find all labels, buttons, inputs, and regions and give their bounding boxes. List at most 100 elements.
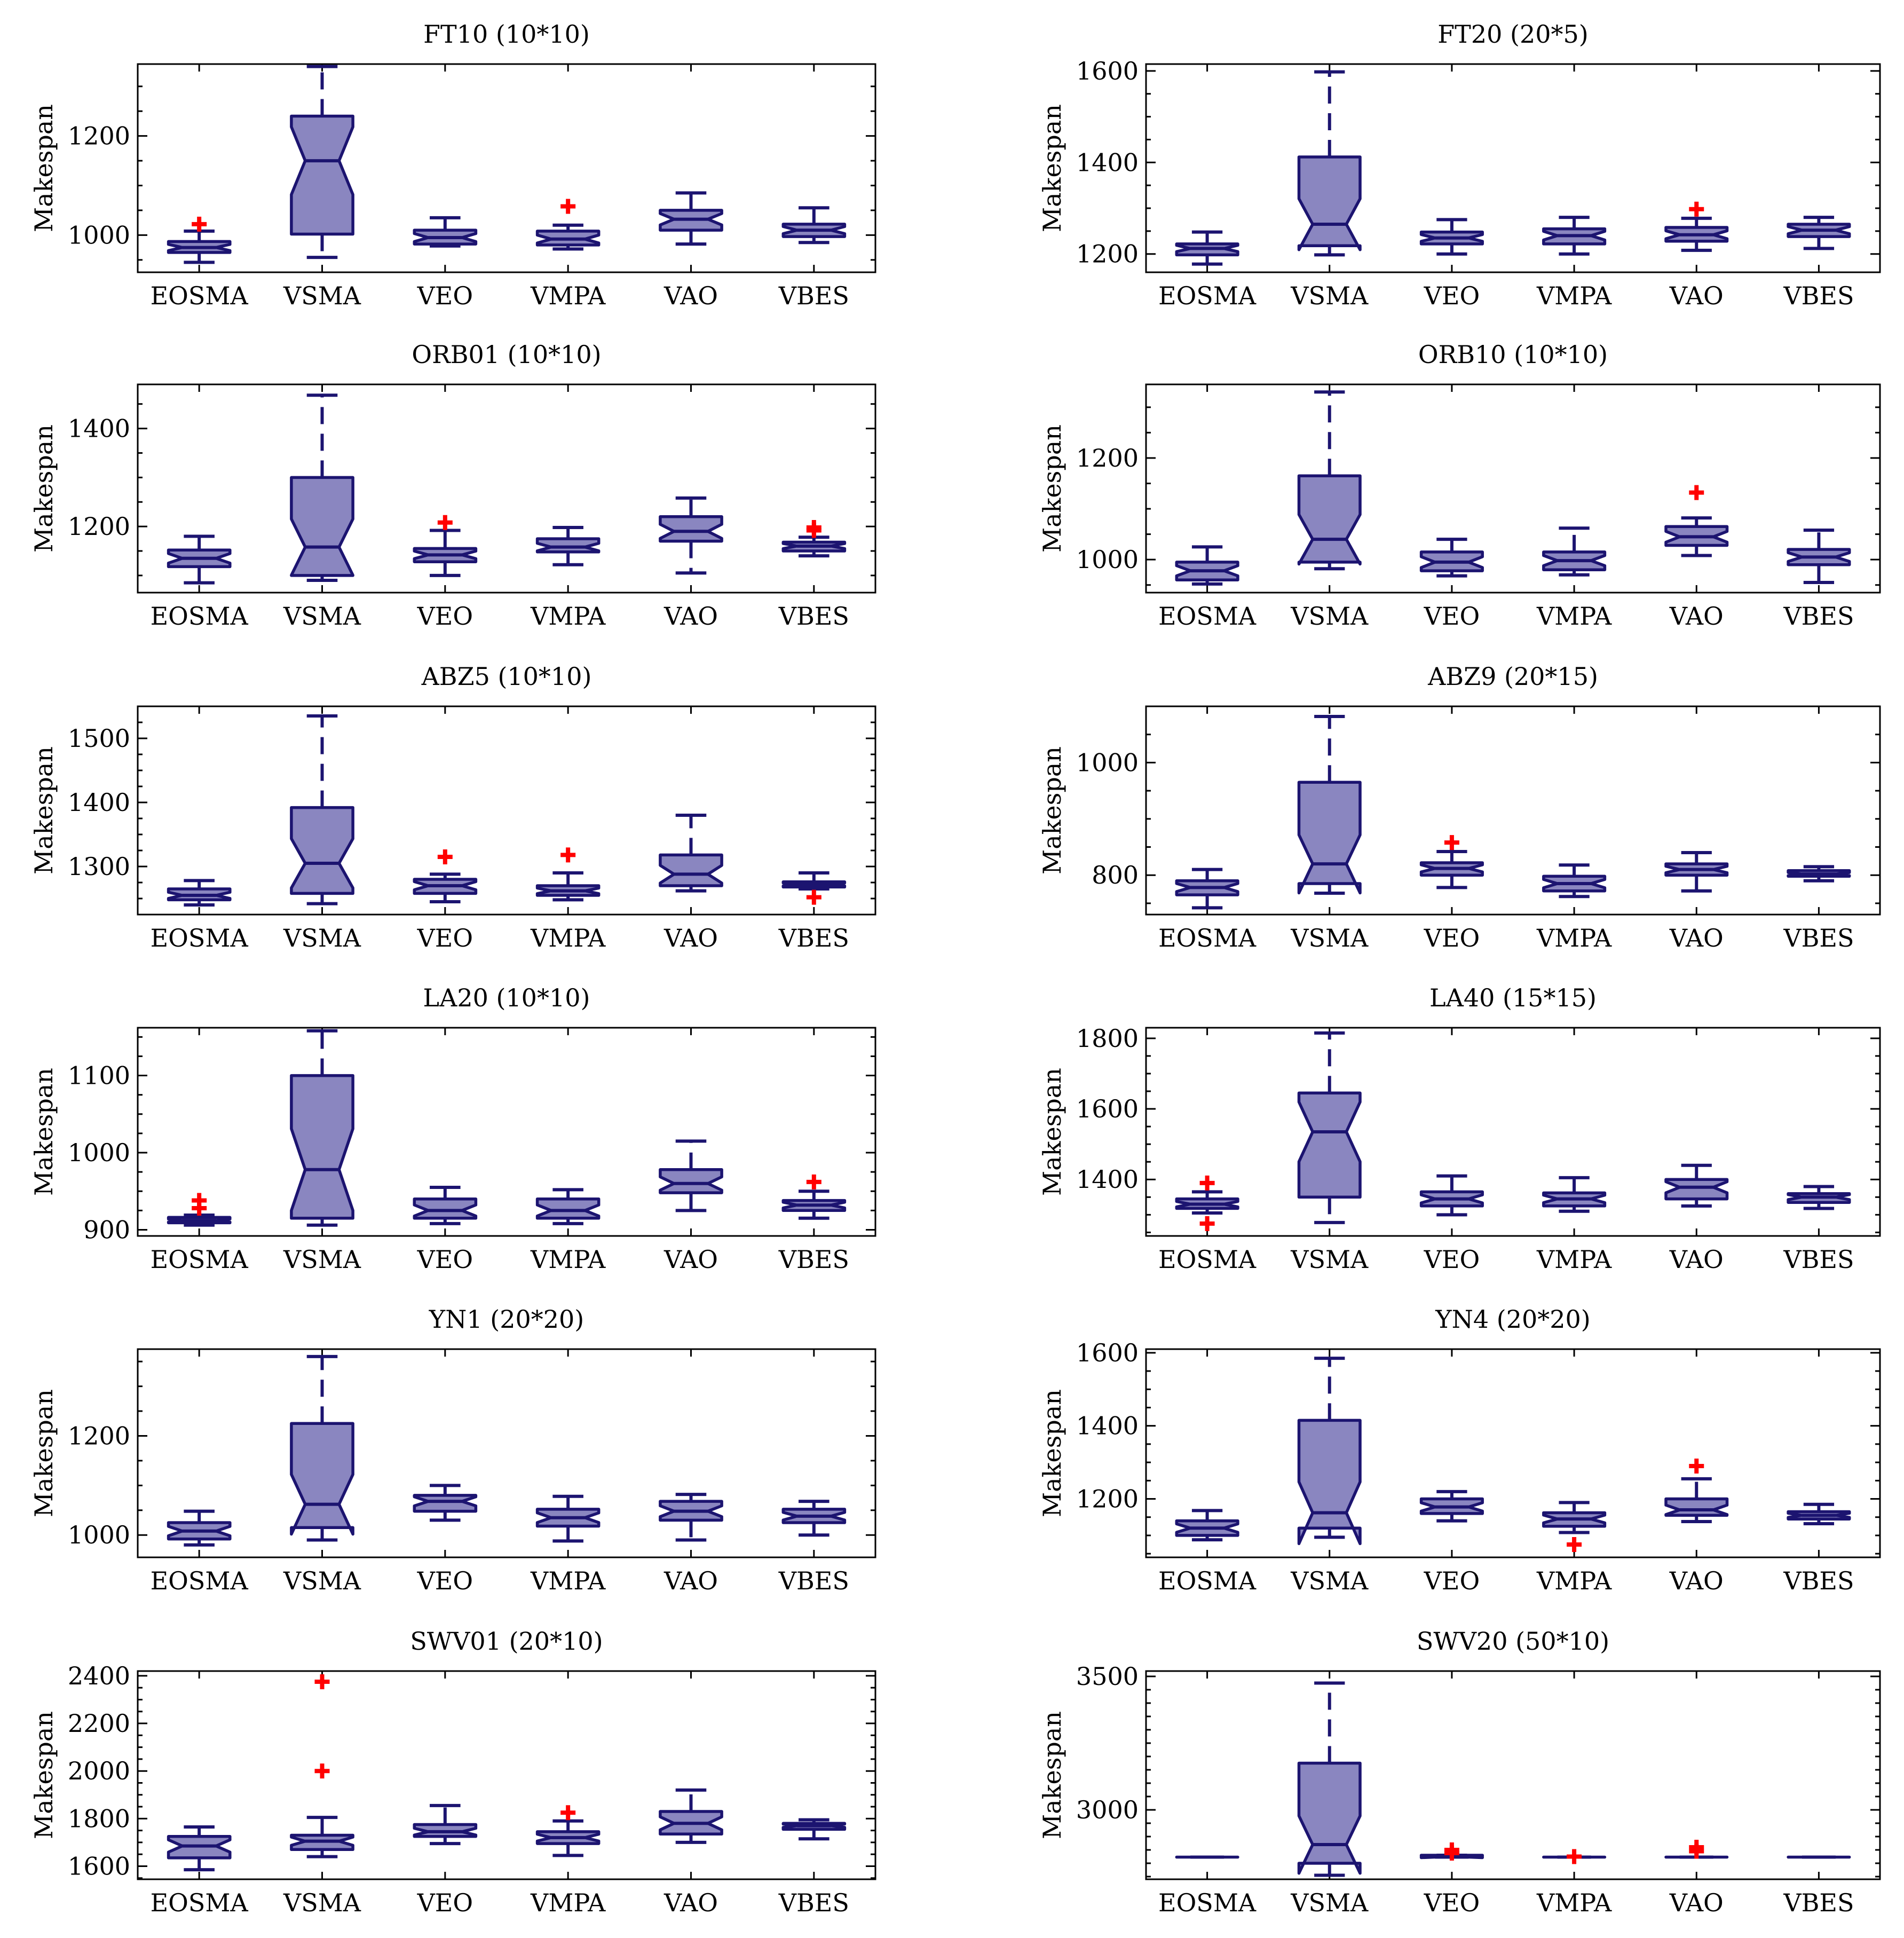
x-tick-label: VEO <box>417 1245 473 1274</box>
axes-frame <box>137 1670 876 1880</box>
x-tick-label: VMPA <box>1536 1566 1612 1595</box>
outlier-marker <box>560 1805 576 1821</box>
y-tick-label: 1600 <box>68 1852 130 1880</box>
y-axis-label: Makespan <box>29 1389 58 1517</box>
panel-title: FT10 (10*10) <box>423 20 590 49</box>
box-body <box>1297 781 1362 895</box>
y-tick-label: 1200 <box>1076 444 1139 472</box>
outlier-marker <box>192 1193 207 1208</box>
x-tick-label: VMPA <box>530 1245 606 1274</box>
panel-6: LA20 (10*10) Makespan 900 1000 1100 EOSMA VSMA… <box>29 983 876 1274</box>
box-vsma <box>290 714 354 905</box>
outlier-marker <box>560 199 576 214</box>
box-body <box>290 1074 354 1220</box>
x-tick-label: VBES <box>778 1566 849 1595</box>
box-body <box>1297 1091 1362 1199</box>
x-tick-label: EOSMA <box>1158 1888 1257 1917</box>
box-body <box>1664 1497 1729 1517</box>
x-tick-label: VEO <box>1424 602 1480 631</box>
panel-11: SWV20 (50*10) Makespan 3000 3500 EOSMA VSMA VE… <box>1038 1627 1881 1917</box>
y-tick-label: 1600 <box>1076 57 1139 85</box>
x-tick-label: VBES <box>778 281 849 310</box>
box-vmpa <box>1542 1176 1607 1213</box>
y-axis-label: Makespan <box>1038 1389 1066 1517</box>
y-tick-label: 2000 <box>68 1756 130 1785</box>
axes-frame <box>1145 1348 1881 1558</box>
box-veo <box>413 1186 478 1225</box>
y-tick-label: 1200 <box>68 512 130 541</box>
box-vbes <box>1787 1185 1851 1210</box>
panel-title: FT20 (20*5) <box>1437 20 1588 49</box>
box-vbes <box>1787 216 1851 250</box>
x-tick-label: EOSMA <box>151 602 249 631</box>
x-tick-label: VBES <box>778 924 849 952</box>
x-tick-label: VBES <box>778 1888 849 1917</box>
x-tick-label: VEO <box>417 602 473 631</box>
x-tick-label: VSMA <box>283 1566 361 1595</box>
y-axis-label: Makespan <box>29 1068 58 1196</box>
y-axis-label: Makespan <box>29 424 58 553</box>
outlier-marker <box>560 847 576 863</box>
box-body <box>1664 1178 1729 1201</box>
x-tick-label: VAO <box>663 602 718 631</box>
box-vbes <box>1787 529 1851 584</box>
y-tick-label: 1300 <box>68 852 130 881</box>
box-vbes <box>781 206 847 245</box>
x-tick-label: EOSMA <box>1158 602 1257 631</box>
x-tick-label: VBES <box>1783 1245 1854 1274</box>
outlier-marker <box>1444 835 1459 850</box>
y-tick-label: 900 <box>83 1215 130 1244</box>
axes-frame <box>1145 1027 1881 1237</box>
x-tick-label: VBES <box>778 602 849 631</box>
x-tick-label: VEO <box>1424 1245 1480 1274</box>
y-tick-label: 3500 <box>1076 1662 1139 1691</box>
box-vmpa <box>535 525 601 566</box>
axes-frame <box>1145 383 1881 594</box>
box-body <box>659 1168 723 1194</box>
box-body <box>1297 1419 1362 1546</box>
y-axis-label: Makespan <box>29 104 58 232</box>
box-vbes <box>781 519 847 558</box>
box-eosma <box>167 216 232 264</box>
x-tick-label: VSMA <box>283 1888 361 1917</box>
box-vsma <box>1297 1031 1362 1224</box>
box-vsma <box>1297 714 1362 895</box>
x-tick-label: VEO <box>1424 281 1480 310</box>
panel-5: ABZ9 (20*15) Makespan 800 1000 EOSMA VSMA VEO V… <box>1038 662 1881 952</box>
box-eosma <box>167 1509 232 1547</box>
x-tick-label: VEO <box>1424 1888 1480 1917</box>
panel-title: YN1 (20*20) <box>429 1305 584 1334</box>
x-tick-label: VMPA <box>1536 281 1612 310</box>
outlier-marker <box>806 519 821 535</box>
box-body <box>535 537 601 554</box>
outlier-marker <box>806 889 821 905</box>
y-tick-label: 1200 <box>1076 240 1139 269</box>
box-body <box>659 853 723 887</box>
box-vmpa <box>535 1188 601 1225</box>
y-axis-label: Makespan <box>1038 746 1066 875</box>
box-eosma <box>1175 868 1239 910</box>
y-axis-label: Makespan <box>1038 424 1066 553</box>
box-vsma <box>290 65 354 259</box>
box-vao <box>1664 1840 1729 1859</box>
box-eosma <box>1175 1509 1239 1542</box>
box-vao <box>1664 1163 1729 1208</box>
y-tick-label: 1400 <box>68 788 130 817</box>
y-tick-label: 1000 <box>68 1521 130 1549</box>
x-tick-label: VAO <box>1669 281 1724 310</box>
x-tick-label: VAO <box>1669 1245 1724 1274</box>
outlier-marker <box>1199 1216 1215 1231</box>
box-vbes <box>1787 1502 1851 1526</box>
box-veo <box>1419 1174 1484 1217</box>
box-veo <box>1419 835 1484 889</box>
box-vmpa <box>1542 216 1607 256</box>
box-body <box>659 515 723 543</box>
box-vsma <box>290 1354 354 1542</box>
box-body <box>290 1422 354 1536</box>
box-vsma <box>1297 70 1362 257</box>
outlier-marker <box>437 515 453 530</box>
x-tick-label: VAO <box>663 1888 718 1917</box>
x-tick-label: EOSMA <box>151 1566 249 1595</box>
x-tick-label: VEO <box>417 1888 473 1917</box>
